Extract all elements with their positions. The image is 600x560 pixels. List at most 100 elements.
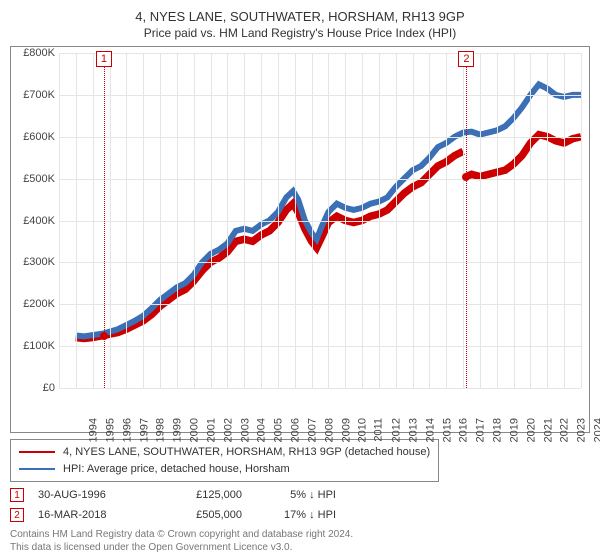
gridline-v [564, 53, 565, 388]
x-tick-label: 2011 [373, 418, 385, 442]
x-tick-label: 2016 [458, 418, 470, 442]
x-tick-label: 2010 [357, 418, 369, 442]
sale-marker: 2 [10, 508, 24, 522]
y-axis-labels: £0£100K£200K£300K£400K£500K£600K£700K£80… [11, 53, 57, 388]
y-tick-label: £400K [23, 215, 55, 227]
gridline-v [429, 53, 430, 388]
gridline-v [261, 53, 262, 388]
sale-row: 2 16-MAR-2018 £505,000 17% ↓ HPI [10, 508, 590, 522]
x-axis-labels: 1994199519961997199819992000200120022003… [59, 390, 581, 432]
x-tick-label: 2015 [441, 418, 453, 442]
gridline-h [59, 179, 581, 180]
sale-price: £125,000 [162, 489, 242, 501]
gridline-v [497, 53, 498, 388]
gridline-h [59, 137, 581, 138]
license-line-1: Contains HM Land Registry data © Crown c… [10, 528, 590, 541]
gridline-v [463, 53, 464, 388]
gridline-h [59, 262, 581, 263]
sale-delta: 17% ↓ HPI [256, 509, 336, 521]
gridline-v [413, 53, 414, 388]
gridline-h [59, 53, 581, 54]
gridline-v [514, 53, 515, 388]
x-tick-label: 2017 [475, 418, 487, 442]
marker-box: 1 [96, 51, 112, 67]
page-title: 4, NYES LANE, SOUTHWATER, HORSHAM, RH13 … [10, 8, 590, 26]
gridline-h [59, 388, 581, 389]
y-tick-label: £300K [23, 256, 55, 268]
marker-dot [462, 173, 470, 181]
x-tick-label: 2002 [222, 418, 234, 442]
x-tick-label: 1995 [104, 418, 116, 442]
legend-label: HPI: Average price, detached house, Hors… [63, 461, 290, 478]
gridline-v [362, 53, 363, 388]
x-tick-label: 2014 [424, 418, 436, 442]
gridline-v [547, 53, 548, 388]
x-tick-label: 2024 [593, 418, 600, 442]
chart-container: 4, NYES LANE, SOUTHWATER, HORSHAM, RH13 … [0, 0, 600, 560]
gridline-v [143, 53, 144, 388]
x-tick-label: 2022 [559, 418, 571, 442]
gridline-v [211, 53, 212, 388]
sales-table: 1 30-AUG-1996 £125,000 5% ↓ HPI 2 16-MAR-2018… [10, 488, 590, 522]
gridline-v [312, 53, 313, 388]
gridline-v [396, 53, 397, 388]
gridline-v [244, 53, 245, 388]
license-text: Contains HM Land Registry data © Crown c… [10, 528, 590, 554]
x-tick-label: 2018 [492, 418, 504, 442]
x-tick-label: 2019 [508, 418, 520, 442]
y-tick-label: £500K [23, 173, 55, 185]
x-tick-label: 2021 [542, 418, 554, 442]
x-tick-label: 2001 [205, 418, 217, 442]
sale-price: £505,000 [162, 509, 242, 521]
gridline-v [446, 53, 447, 388]
y-tick-label: £200K [23, 298, 55, 310]
sale-date: 30-AUG-1996 [38, 489, 148, 501]
x-tick-label: 2009 [340, 418, 352, 442]
sale-marker: 1 [10, 488, 24, 502]
x-tick-label: 1997 [138, 418, 150, 442]
gridline-h [59, 95, 581, 96]
y-tick-label: £700K [23, 89, 55, 101]
x-tick-label: 2020 [525, 418, 537, 442]
page-subtitle: Price paid vs. HM Land Registry's House … [10, 26, 590, 40]
y-tick-label: £100K [23, 340, 55, 352]
x-tick-label: 2008 [323, 418, 335, 442]
x-tick-label: 2007 [306, 418, 318, 442]
x-tick-label: 2004 [256, 418, 268, 442]
marker-dot [100, 332, 108, 340]
x-tick-label: 1999 [172, 418, 184, 442]
legend-box: 4, NYES LANE, SOUTHWATER, HORSHAM, RH13 … [10, 439, 439, 482]
gridline-v [530, 53, 531, 388]
plot-area: 12 [59, 53, 581, 388]
legend-row: HPI: Average price, detached house, Hors… [19, 461, 430, 478]
legend-swatch [19, 451, 55, 453]
gridline-v [581, 53, 582, 388]
gridline-v [110, 53, 111, 388]
gridline-v [76, 53, 77, 388]
gridline-v [93, 53, 94, 388]
sale-row: 1 30-AUG-1996 £125,000 5% ↓ HPI [10, 488, 590, 502]
gridline-v [295, 53, 296, 388]
marker-line [466, 53, 467, 388]
gridline-v [278, 53, 279, 388]
gridline-v [160, 53, 161, 388]
x-tick-label: 2005 [273, 418, 285, 442]
y-tick-label: £600K [23, 131, 55, 143]
legend-swatch [19, 468, 55, 470]
gridline-v [379, 53, 380, 388]
x-tick-label: 2006 [290, 418, 302, 442]
x-tick-label: 2023 [576, 418, 588, 442]
sale-delta: 5% ↓ HPI [256, 489, 336, 501]
x-tick-label: 1998 [155, 418, 167, 442]
x-tick-label: 2003 [239, 418, 251, 442]
gridline-v [480, 53, 481, 388]
x-tick-label: 1996 [121, 418, 133, 442]
gridline-v [177, 53, 178, 388]
below-chart: 4, NYES LANE, SOUTHWATER, HORSHAM, RH13 … [10, 439, 590, 554]
x-tick-label: 2013 [407, 418, 419, 442]
legend-row: 4, NYES LANE, SOUTHWATER, HORSHAM, RH13 … [19, 444, 430, 461]
chart-area: £0£100K£200K£300K£400K£500K£600K£700K£80… [10, 46, 590, 433]
x-tick-label: 2012 [391, 418, 403, 442]
sale-date: 16-MAR-2018 [38, 509, 148, 521]
license-line-2: This data is licensed under the Open Gov… [10, 541, 590, 554]
